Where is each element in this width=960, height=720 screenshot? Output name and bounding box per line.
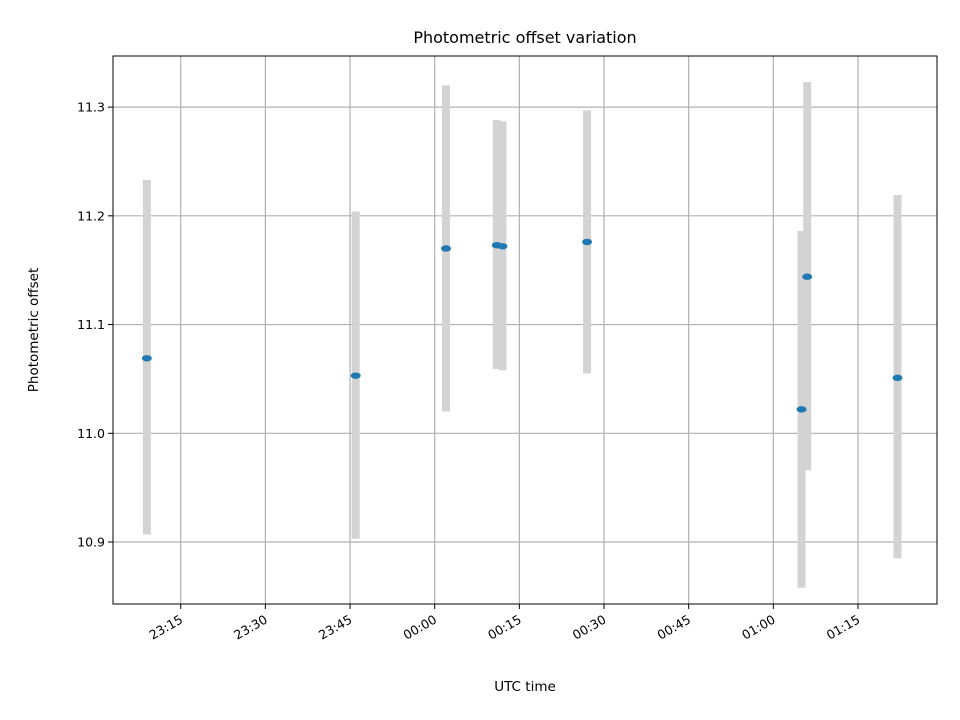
plot-frame — [112, 55, 938, 605]
data-point — [141, 355, 152, 362]
y-tick-label: 11.0 — [77, 426, 105, 441]
data-point — [796, 406, 807, 413]
data-point — [892, 374, 903, 382]
data-point — [802, 273, 813, 280]
data-point — [350, 372, 361, 379]
y-tick-label: 11.2 — [77, 208, 105, 223]
y-axis-ticks: 10.9 11.0 11.1 11.2 11.3 — [77, 100, 113, 550]
data-points — [141, 238, 903, 413]
y-axis-label: Photometric offset — [26, 268, 42, 392]
data-point — [440, 245, 451, 252]
x-axis-label: UTC time — [494, 679, 556, 695]
data-point — [497, 243, 508, 250]
y-tick-label: 11.1 — [77, 317, 105, 332]
y-tick-label: 10.9 — [77, 535, 105, 550]
chart-title: Photometric offset variation — [413, 28, 636, 47]
y-tick-label: 11.3 — [77, 100, 105, 115]
data-point — [582, 238, 593, 246]
